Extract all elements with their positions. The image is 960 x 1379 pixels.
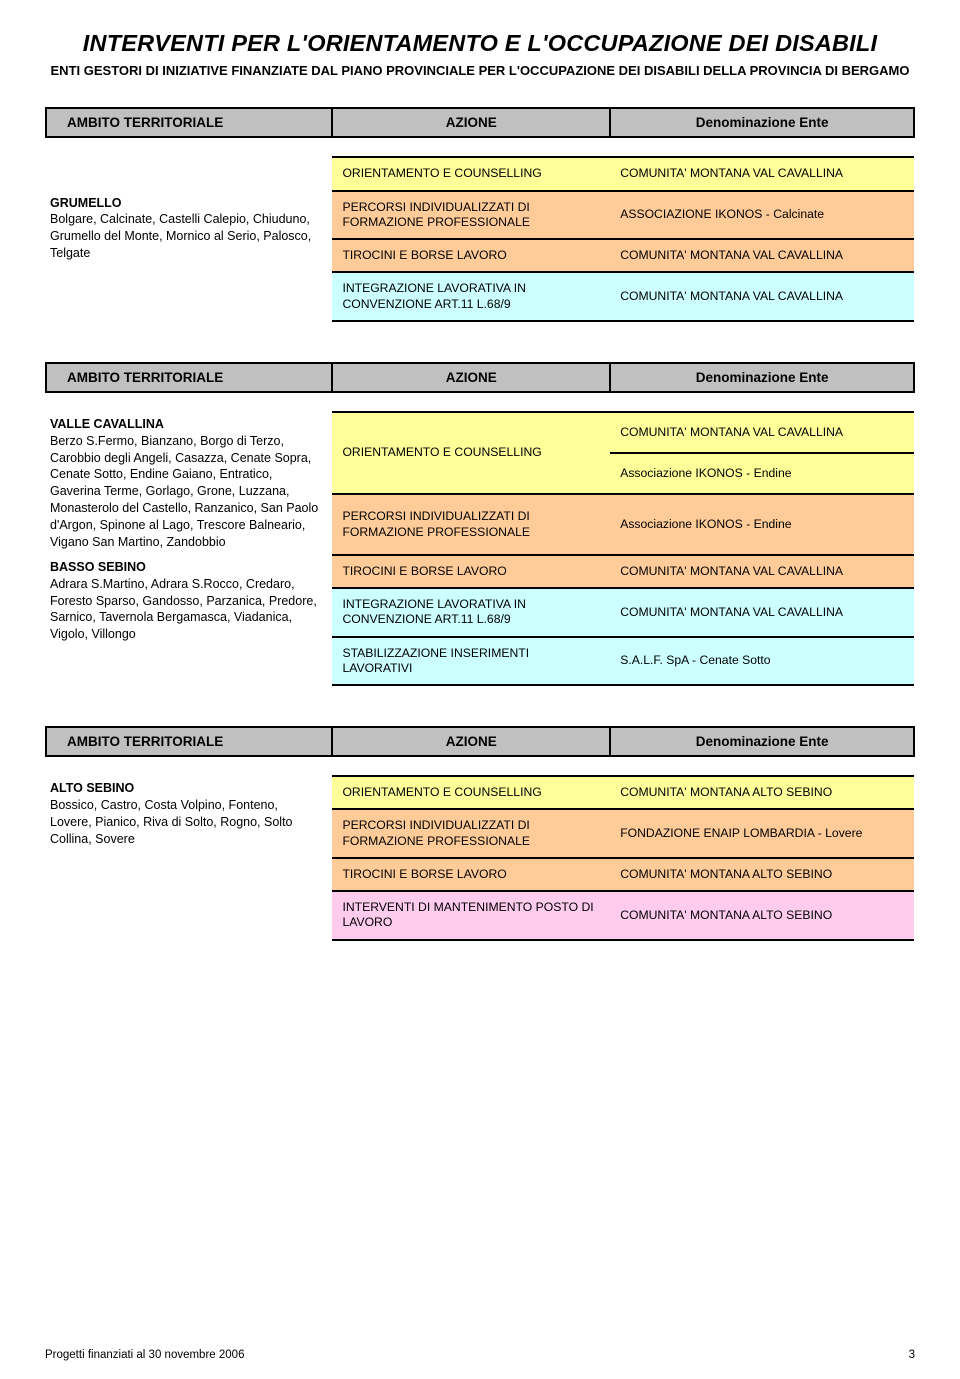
table-header-cell: Denominazione Ente (610, 363, 914, 392)
data-table: AMBITO TERRITORIALEAZIONEDenominazione E… (45, 107, 915, 322)
territory-desc: Bolgare, Calcinate, Castelli Calepio, Ch… (50, 212, 311, 260)
table-header-cell: Denominazione Ente (610, 727, 914, 756)
ente-cell: COMUNITA' MONTANA ALTO SEBINO (610, 776, 914, 809)
territory-name: ALTO SEBINO (50, 781, 134, 795)
data-table: AMBITO TERRITORIALEAZIONEDenominazione E… (45, 726, 915, 941)
table-header-cell: Denominazione Ente (610, 108, 914, 137)
territory-cell: VALLE CAVALLINA Berzo S.Fermo, Bianzano, … (46, 412, 332, 555)
azione-cell: ORIENTAMENTO E COUNSELLING (332, 776, 610, 809)
territory-desc: Bossico, Castro, Costa Volpino, Fonteno,… (50, 798, 293, 846)
ente-cell: FONDAZIONE ENAIP LOMBARDIA - Lovere (610, 809, 914, 858)
azione-cell: INTERVENTI DI MANTENIMENTO POSTO DI LAVO… (332, 891, 610, 940)
azione-cell: INTEGRAZIONE LAVORATIVA IN CONVENZIONE A… (332, 272, 610, 321)
footer-left: Progetti finanziati al 30 novembre 2006 (45, 1349, 244, 1361)
territory-cell (46, 891, 332, 940)
territory-name: GRUMELLO (50, 196, 122, 210)
territory-cell: ALTO SEBINO Bossico, Castro, Costa Volpin… (46, 776, 332, 891)
table-row: BASSO SEBINOAdrara S.Martino, Adrara S.R… (46, 555, 914, 588)
azione-cell: PERCORSI INDIVIDUALIZZATI DI FORMAZIONE … (332, 191, 610, 240)
table-header-cell: AMBITO TERRITORIALE (46, 363, 332, 392)
ente-cell: COMUNITA' MONTANA VAL CAVALLINA (610, 239, 914, 272)
tables-container: AMBITO TERRITORIALEAZIONEDenominazione E… (45, 107, 915, 940)
territory-cell: BASSO SEBINO Adrara S.Martino, Adrara S.R… (46, 555, 332, 685)
territory-cell (46, 157, 332, 190)
table-header-cell: AMBITO TERRITORIALE (46, 727, 332, 756)
ente-cell: COMUNITA' MONTANA VAL CAVALLINA (610, 272, 914, 321)
data-table: AMBITO TERRITORIALEAZIONEDenominazione E… (45, 362, 915, 686)
table-header-row: AMBITO TERRITORIALEAZIONEDenominazione E… (46, 727, 914, 756)
table-header-cell: AZIONE (332, 363, 610, 392)
ente-cell: COMUNITA' MONTANA VAL CAVALLINA (610, 157, 914, 190)
territory-name: VALLE CAVALLINA (50, 417, 164, 431)
table-row: ORIENTAMENTO E COUNSELLINGCOMUNITA' MONT… (46, 157, 914, 190)
ente-cell: COMUNITA' MONTANA VAL CAVALLINA (610, 555, 914, 588)
territory-desc: Adrara S.Martino, Adrara S.Rocco, Credar… (50, 577, 317, 642)
azione-cell: TIROCINI E BORSE LAVORO (332, 239, 610, 272)
ente-cell: COMUNITA' MONTANA ALTO SEBINO (610, 858, 914, 891)
page-subtitle: ENTI GESTORI DI INIZIATIVE FINANZIATE DA… (45, 63, 915, 79)
table-header-row: AMBITO TERRITORIALEAZIONEDenominazione E… (46, 108, 914, 137)
azione-cell: ORIENTAMENTO E COUNSELLING (332, 157, 610, 190)
ente-cell: COMUNITA' MONTANA ALTO SEBINO (610, 891, 914, 940)
ente-cell: S.A.L.F. SpA - Cenate Sotto (610, 637, 914, 686)
table-row: GRUMELLOBolgare, Calcinate, Castelli Cal… (46, 191, 914, 240)
table-row: INTERVENTI DI MANTENIMENTO POSTO DI LAVO… (46, 891, 914, 940)
azione-cell: PERCORSI INDIVIDUALIZZATI DI FORMAZIONE … (332, 809, 610, 858)
azione-cell: INTEGRAZIONE LAVORATIVA IN CONVENZIONE A… (332, 588, 610, 637)
footer-page-number: 3 (909, 1349, 915, 1361)
page: INTERVENTI PER L'ORIENTAMENTO E L'OCCUPA… (0, 0, 960, 1379)
ente-cell: ASSOCIAZIONE IKONOS - Calcinate (610, 191, 914, 240)
table-header-cell: AMBITO TERRITORIALE (46, 108, 332, 137)
territory-desc: Berzo S.Fermo, Bianzano, Borgo di Terzo,… (50, 434, 318, 549)
ente-cell: COMUNITA' MONTANA VAL CAVALLINA (610, 588, 914, 637)
ente-cell: Associazione IKONOS - Endine (610, 453, 914, 494)
ente-cell: Associazione IKONOS - Endine (610, 494, 914, 554)
azione-cell: TIROCINI E BORSE LAVORO (332, 858, 610, 891)
table-header-row: AMBITO TERRITORIALEAZIONEDenominazione E… (46, 363, 914, 392)
table-row: ALTO SEBINOBossico, Castro, Costa Volpin… (46, 776, 914, 809)
territory-name: BASSO SEBINO (50, 560, 146, 574)
azione-cell: PERCORSI INDIVIDUALIZZATI DI FORMAZIONE … (332, 494, 610, 554)
footer: Progetti finanziati al 30 novembre 2006 … (45, 1349, 915, 1361)
azione-cell: TIROCINI E BORSE LAVORO (332, 555, 610, 588)
azione-cell: STABILIZZAZIONE INSERIMENTI LAVORATIVI (332, 637, 610, 686)
territory-cell: GRUMELLO Bolgare, Calcinate, Castelli Cal… (46, 191, 332, 321)
azione-cell: ORIENTAMENTO E COUNSELLING (332, 412, 610, 495)
ente-cell: COMUNITA' MONTANA VAL CAVALLINA (610, 412, 914, 453)
table-header-cell: AZIONE (332, 727, 610, 756)
table-row: VALLE CAVALLINABerzo S.Fermo, Bianzano, … (46, 412, 914, 453)
page-title: INTERVENTI PER L'ORIENTAMENTO E L'OCCUPA… (45, 30, 915, 57)
table-header-cell: AZIONE (332, 108, 610, 137)
